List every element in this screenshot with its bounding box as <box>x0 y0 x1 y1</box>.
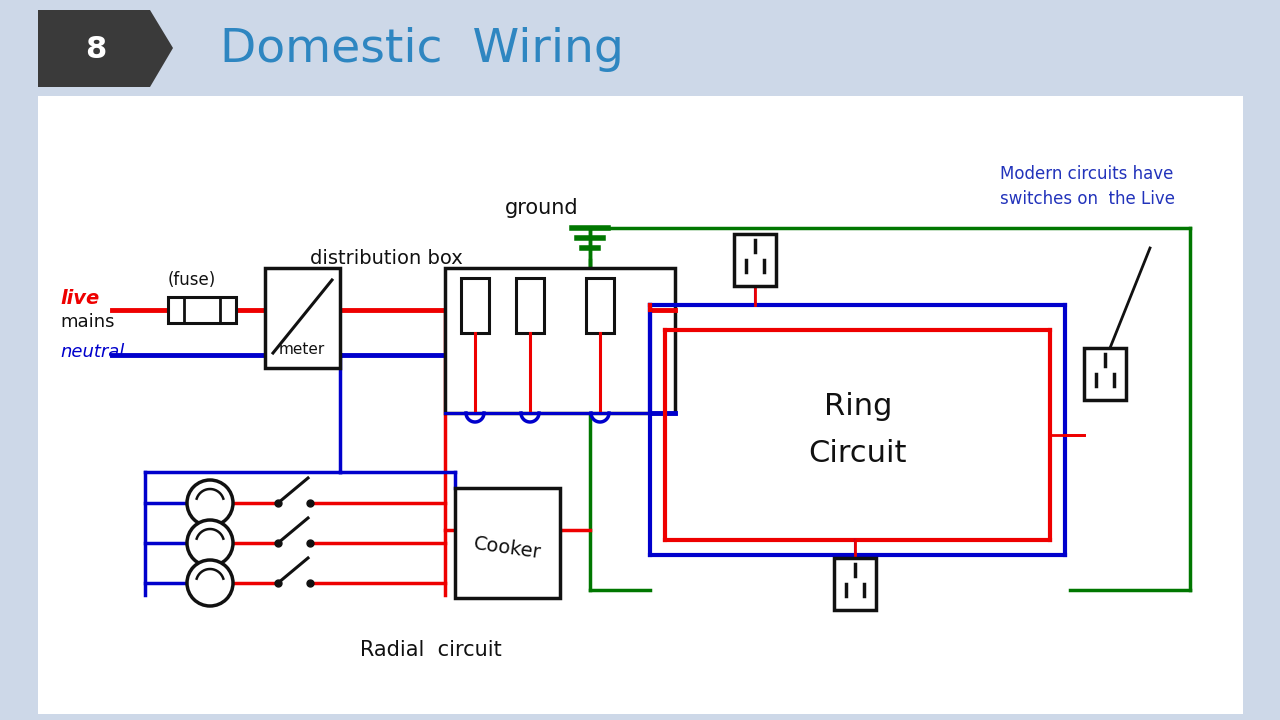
Bar <box>38 96 1243 714</box>
Bar <box>0 0 1280 95</box>
Circle shape <box>187 520 233 566</box>
Text: ground: ground <box>506 198 579 218</box>
Bar <box>265 268 340 368</box>
Text: Ring
Circuit: Ring Circuit <box>809 392 908 468</box>
Bar <box>168 297 236 323</box>
Circle shape <box>187 480 233 526</box>
Polygon shape <box>38 10 173 87</box>
Text: 8: 8 <box>86 35 106 63</box>
Text: mains: mains <box>60 313 114 331</box>
Text: distribution box: distribution box <box>310 248 463 268</box>
Bar <box>733 234 776 286</box>
Text: Modern circuits have
switches on  the Live: Modern circuits have switches on the Liv… <box>1000 165 1175 208</box>
Bar <box>516 278 544 333</box>
Bar <box>835 558 876 610</box>
Circle shape <box>187 560 233 606</box>
Text: (fuse): (fuse) <box>168 271 216 289</box>
Bar <box>586 278 614 333</box>
Text: live: live <box>60 289 100 307</box>
Text: Radial  circuit: Radial circuit <box>360 640 502 660</box>
Text: neutral: neutral <box>60 343 124 361</box>
Bar <box>1084 348 1126 400</box>
Bar <box>445 268 675 413</box>
Bar <box>454 488 561 598</box>
Text: meter: meter <box>279 343 325 358</box>
Text: Cooker: Cooker <box>472 534 543 562</box>
Text: Domestic  Wiring: Domestic Wiring <box>220 27 623 73</box>
Bar <box>461 278 489 333</box>
